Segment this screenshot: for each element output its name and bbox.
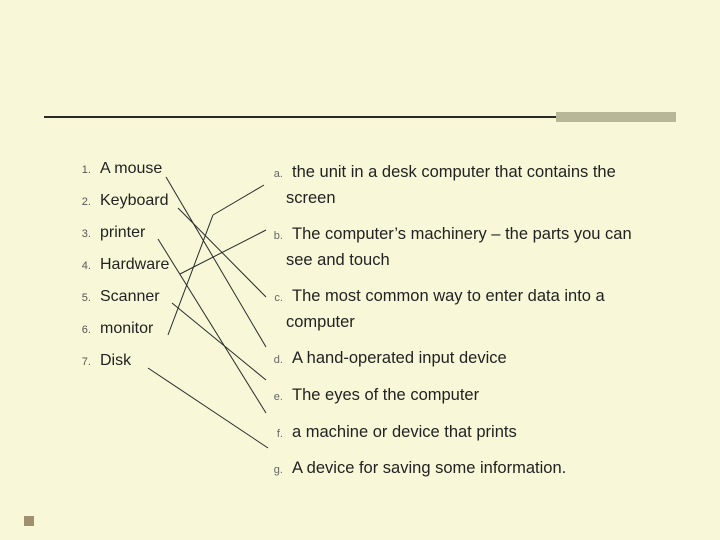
term-label: Hardware bbox=[100, 256, 169, 273]
definition-text: The computer’s machinery – the parts you… bbox=[286, 225, 632, 269]
list-item: Scanner bbox=[94, 288, 258, 306]
definition-text: The most common way to enter data into a… bbox=[286, 287, 605, 331]
corner-bullet-icon bbox=[24, 516, 34, 526]
definitions-column: the unit in a desk computer that contain… bbox=[258, 160, 662, 493]
list-item: the unit in a desk computer that contain… bbox=[286, 160, 662, 211]
header-rule bbox=[44, 112, 676, 122]
definition-text: A hand-operated input device bbox=[292, 349, 507, 367]
list-item: A hand-operated input device bbox=[286, 346, 662, 372]
definition-text: The eyes of the computer bbox=[292, 386, 479, 404]
definition-text: a machine or device that prints bbox=[292, 423, 517, 441]
list-item: monitor bbox=[94, 320, 258, 338]
term-label: Scanner bbox=[100, 288, 160, 305]
list-item: Hardware bbox=[94, 256, 258, 274]
list-item: A mouse bbox=[94, 160, 258, 178]
list-item: A device for saving some information. bbox=[286, 456, 662, 482]
terms-column: A mouse Keyboard printer Hardware Scanne… bbox=[58, 160, 258, 493]
term-label: printer bbox=[100, 224, 145, 241]
list-item: a machine or device that prints bbox=[286, 420, 662, 446]
terms-list: A mouse Keyboard printer Hardware Scanne… bbox=[58, 160, 258, 370]
term-label: Disk bbox=[100, 352, 131, 369]
header-rule-accent bbox=[556, 112, 676, 122]
list-item: The most common way to enter data into a… bbox=[286, 284, 662, 335]
term-label: Keyboard bbox=[100, 192, 169, 209]
list-item: The computer’s machinery – the parts you… bbox=[286, 222, 662, 273]
term-label: A mouse bbox=[100, 160, 162, 177]
definitions-list: the unit in a desk computer that contain… bbox=[258, 160, 662, 482]
definition-text: A device for saving some information. bbox=[292, 459, 566, 477]
content-columns: A mouse Keyboard printer Hardware Scanne… bbox=[58, 160, 662, 493]
list-item: printer bbox=[94, 224, 258, 242]
list-item: Disk bbox=[94, 352, 258, 370]
list-item: Keyboard bbox=[94, 192, 258, 210]
list-item: The eyes of the computer bbox=[286, 383, 662, 409]
term-label: monitor bbox=[100, 320, 153, 337]
definition-text: the unit in a desk computer that contain… bbox=[286, 163, 616, 207]
